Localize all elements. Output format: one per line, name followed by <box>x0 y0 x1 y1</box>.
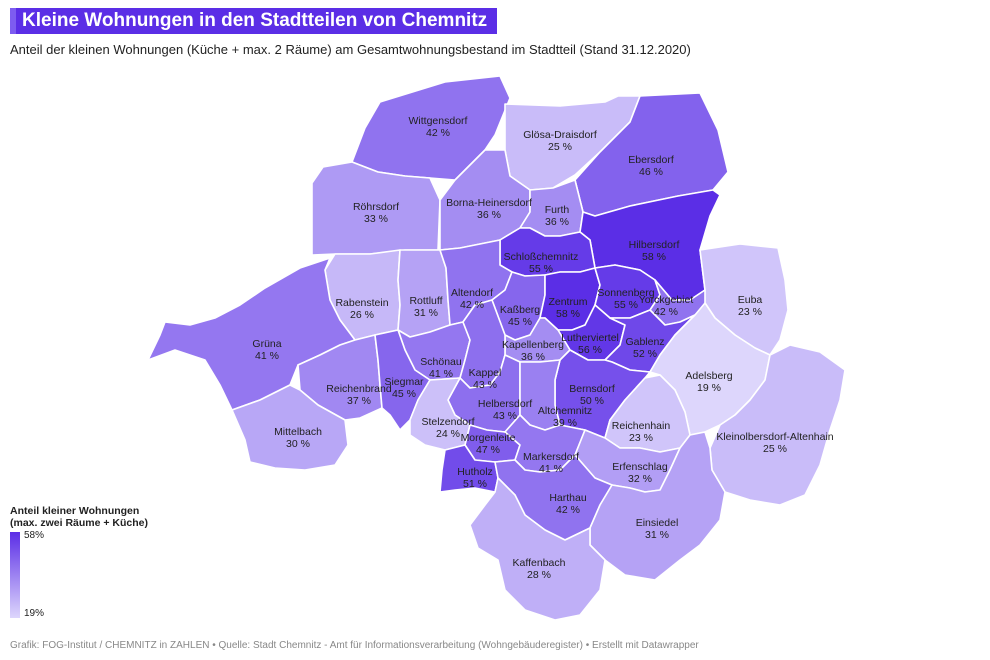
district-value-zentrum: 58 % <box>556 308 580 320</box>
district-value-mittelbach: 30 % <box>286 438 310 450</box>
district-stelzendorf[interactable] <box>409 377 471 451</box>
district-gruena[interactable] <box>147 257 356 411</box>
district-name-borna-heinersdorf: Borna-Heinersdorf <box>446 197 532 209</box>
district-name-roehrsdorf: Röhrsdorf <box>353 201 399 213</box>
district-name-gablenz: Gablenz <box>625 336 664 348</box>
legend-title-line1: Anteil kleiner Wohnungen <box>10 505 140 517</box>
district-name-mittelbach: Mittelbach <box>274 426 322 438</box>
district-value-wittgensdorf: 42 % <box>426 127 450 139</box>
district-name-altchemnitz: Altchemnitz <box>538 405 592 417</box>
district-value-adelsberg: 19 % <box>697 382 721 394</box>
district-name-markersdorf: Markersdorf <box>523 451 579 463</box>
district-name-gloesa-draisdorf: Glösa-Draisdorf <box>523 129 597 141</box>
source-footer: Grafik: FOG-Institut / CHEMNITZ in ZAHLE… <box>10 640 699 651</box>
district-value-schoenau: 41 % <box>429 368 453 380</box>
district-value-altendorf: 42 % <box>460 299 484 311</box>
district-name-adelsberg: Adelsberg <box>685 370 732 382</box>
district-name-euba: Euba <box>738 294 763 306</box>
district-value-borna-heinersdorf: 36 % <box>477 209 501 221</box>
district-name-gruena: Grüna <box>252 338 281 350</box>
district-value-gruena: 41 % <box>255 350 279 362</box>
legend-title: Anteil kleiner Wohnungen (max. zwei Räum… <box>10 505 148 529</box>
district-value-siegmar: 45 % <box>392 388 416 400</box>
district-value-kapellenberg: 36 % <box>521 351 545 363</box>
district-name-yorckgebiet: Yorckgebiet <box>639 294 694 306</box>
district-value-kaffenbach: 28 % <box>527 569 551 581</box>
title-banner: Kleine Wohnungen in den Stadtteilen von … <box>10 8 498 34</box>
district-value-furth: 36 % <box>545 216 569 228</box>
district-name-hutholz: Hutholz <box>457 466 493 478</box>
district-name-rabenstein: Rabenstein <box>335 297 388 309</box>
district-name-schoenau: Schönau <box>420 356 462 368</box>
district-kaffenbach[interactable] <box>469 477 606 621</box>
legend-title-line2: (max. zwei Räume + Küche) <box>10 517 149 529</box>
district-name-einsiedel: Einsiedel <box>636 517 679 529</box>
district-name-reichenhain: Reichenhain <box>612 420 671 432</box>
district-value-kassberg: 45 % <box>508 316 532 328</box>
legend-max-label: 58% <box>24 530 45 541</box>
district-value-hutholz: 51 % <box>463 478 487 490</box>
chart-title: Kleine Wohnungen in den Stadtteilen von … <box>22 10 488 31</box>
district-value-reichenhain: 23 % <box>629 432 653 444</box>
district-value-roehrsdorf: 33 % <box>364 213 388 225</box>
district-value-kleinolbersdorf-altenhain: 25 % <box>763 443 787 455</box>
district-name-rottluff: Rottluff <box>409 295 442 307</box>
district-value-reichenbrand: 37 % <box>347 395 371 407</box>
district-name-ebersdorf: Ebersdorf <box>628 154 674 166</box>
district-value-lutherviertel: 56 % <box>578 344 602 356</box>
district-value-altchemnitz: 39 % <box>553 417 577 429</box>
district-name-hilbersdorf: Hilbersdorf <box>629 239 680 251</box>
district-name-siegmar: Siegmar <box>384 376 424 388</box>
district-mittelbach[interactable] <box>231 384 349 471</box>
district-name-helbersdorf: Helbersdorf <box>478 398 532 410</box>
district-value-einsiedel: 31 % <box>645 529 669 541</box>
district-name-kleinolbersdorf-altenhain: Kleinolbersdorf-Altenhain <box>716 431 833 443</box>
district-value-markersdorf: 41 % <box>539 463 563 475</box>
legend-color-bar <box>10 532 20 618</box>
district-name-erfenschlag: Erfenschlag <box>612 461 668 473</box>
district-value-rabenstein: 26 % <box>350 309 374 321</box>
district-name-lutherviertel: Lutherviertel <box>561 332 619 344</box>
district-name-altendorf: Altendorf <box>451 287 493 299</box>
district-value-helbersdorf: 43 % <box>493 410 517 422</box>
district-name-furth: Furth <box>545 204 570 216</box>
district-name-kaffenbach: Kaffenbach <box>513 557 566 569</box>
district-name-wittgensdorf: Wittgensdorf <box>409 115 468 127</box>
district-value-erfenschlag: 32 % <box>628 473 652 485</box>
district-value-stelzendorf: 24 % <box>436 428 460 440</box>
district-name-kassberg: Kaßberg <box>500 304 540 316</box>
district-value-schlosschemnitz: 55 % <box>529 263 553 275</box>
district-value-yorckgebiet: 42 % <box>654 306 678 318</box>
district-name-morgenleite: Morgenleite <box>461 432 516 444</box>
district-value-kappel: 43 % <box>473 379 497 391</box>
district-value-bernsdorf: 50 % <box>580 395 604 407</box>
district-value-hilbersdorf: 58 % <box>642 251 666 263</box>
district-name-zentrum: Zentrum <box>548 296 587 308</box>
district-value-gloesa-draisdorf: 25 % <box>548 141 572 153</box>
district-name-schlosschemnitz: Schloßchemnitz <box>504 251 579 263</box>
district-name-harthau: Harthau <box>549 492 587 504</box>
district-value-morgenleite: 47 % <box>476 444 500 456</box>
district-value-ebersdorf: 46 % <box>639 166 663 178</box>
district-name-kapellenberg: Kapellenberg <box>502 339 564 351</box>
chart-subtitle: Anteil der kleinen Wohnungen (Küche + ma… <box>10 42 691 57</box>
district-value-euba: 23 % <box>738 306 762 318</box>
district-value-rottluff: 31 % <box>414 307 438 319</box>
district-name-kappel: Kappel <box>469 367 502 379</box>
legend-min-label: 19% <box>24 608 45 619</box>
district-name-sonnenberg: Sonnenberg <box>597 287 654 299</box>
district-value-harthau: 42 % <box>556 504 580 516</box>
district-value-gablenz: 52 % <box>633 348 657 360</box>
district-name-bernsdorf: Bernsdorf <box>569 383 615 395</box>
district-rottluff[interactable] <box>397 249 451 338</box>
district-value-sonnenberg: 55 % <box>614 299 638 311</box>
district-name-stelzendorf: Stelzendorf <box>421 416 474 428</box>
district-name-reichenbrand: Reichenbrand <box>326 383 392 395</box>
